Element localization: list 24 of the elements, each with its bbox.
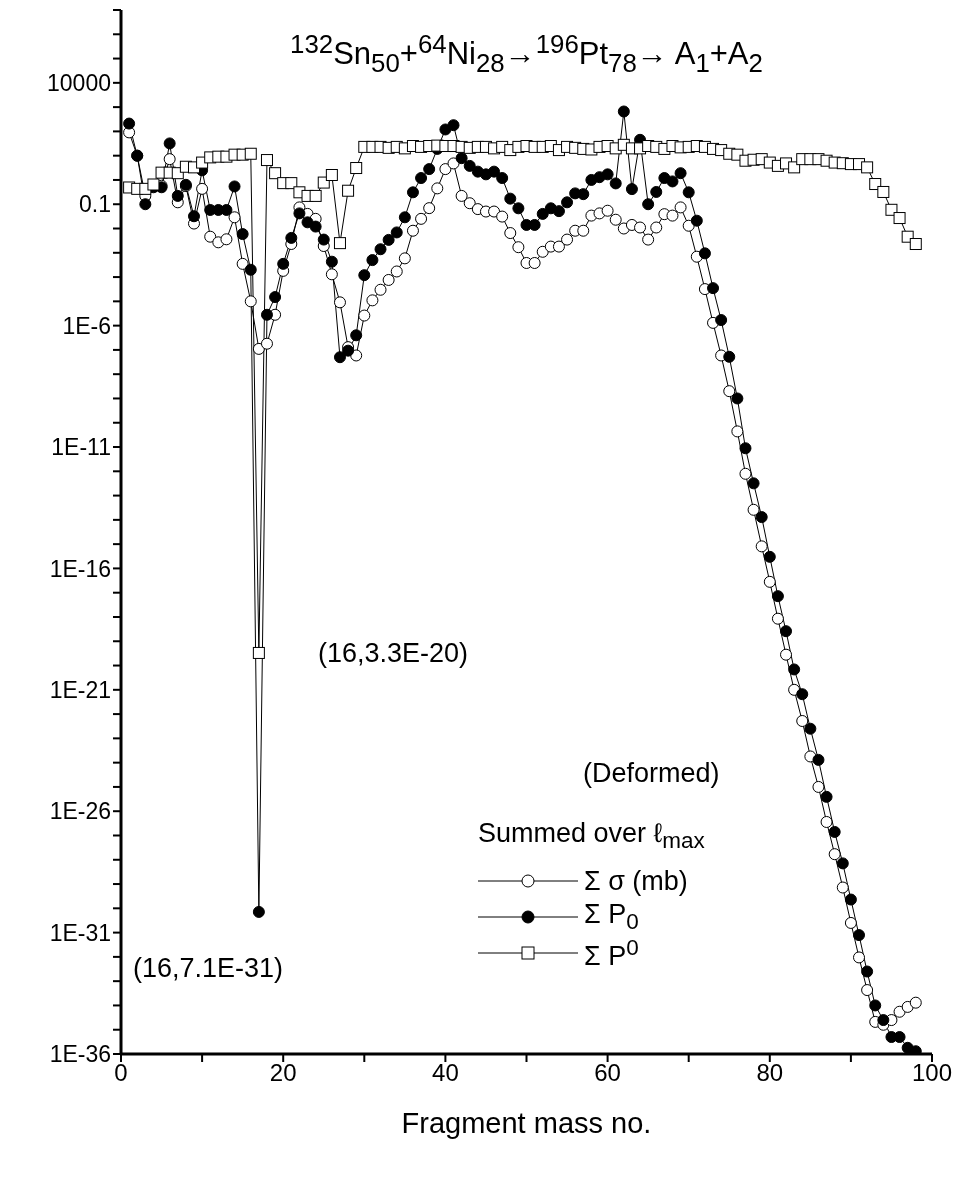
- y-tick-label: 1E-26: [49, 798, 111, 825]
- legend-label: Σ P$_{0}$: [584, 898, 639, 936]
- y-tick-label: 1E-16: [49, 555, 111, 582]
- annotation: (16,3.3E-20): [318, 638, 469, 669]
- y-tick-label: 1E-36: [49, 1041, 111, 1068]
- legend-label: Σ σ (mb): [584, 865, 688, 897]
- annotation: (16,7.1E-31): [133, 953, 284, 984]
- chart-title: $^{132}$Sn$_{50}$+$^{64}$Ni$_{28}$→$^{196}$Pt$_{78}$→ A$_{1}$+A$_{2}$: [290, 30, 763, 77]
- x-tick-label: 20: [269, 1059, 297, 1087]
- y-tick-label: 1E-6: [62, 312, 111, 339]
- x-tick-label: 80: [756, 1059, 784, 1087]
- x-tick-label: 40: [432, 1059, 459, 1087]
- legend-label: Σ P$^{0}$: [584, 934, 639, 972]
- x-tick-label: 0: [114, 1059, 128, 1087]
- x-axis-title: Fragment mass no.: [401, 1107, 652, 1139]
- x-tick-label: 60: [594, 1059, 621, 1087]
- y-tick-label: 0.1: [79, 191, 111, 218]
- annotation: Summed over ℓ$_{max}$: [478, 818, 705, 855]
- y-tick-label: 1E-21: [49, 676, 111, 703]
- y-tick-label: 10000: [47, 70, 111, 96]
- x-tick-label: 100: [911, 1059, 953, 1087]
- y-tick-label: 1E-11: [51, 434, 111, 461]
- annotation: (Deformed): [583, 758, 720, 789]
- y-tick-label: 1E-31: [49, 919, 111, 946]
